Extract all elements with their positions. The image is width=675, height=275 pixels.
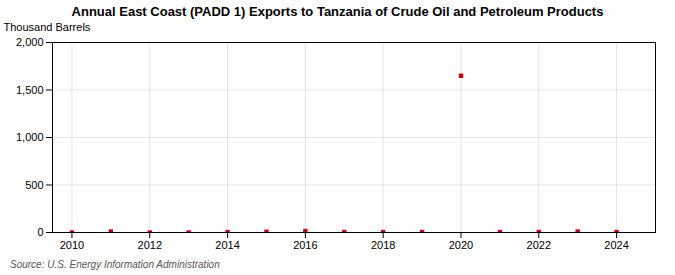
svg-text:0: 0 [37, 226, 43, 238]
html-text:Source: U.S. Energy Informatio: Source: U.S. Energy Information Administ… [10, 259, 220, 270]
svg-text:1,000: 1,000 [16, 131, 44, 143]
svg-text:2022: 2022 [527, 239, 551, 251]
svg-text:2012: 2012 [138, 239, 162, 251]
svg-text:2020: 2020 [449, 239, 473, 251]
svg-text:1,500: 1,500 [16, 84, 44, 96]
svg-text:2010: 2010 [60, 239, 84, 251]
svg-text:2,000: 2,000 [16, 36, 44, 48]
html-text:Annual East Coast (PADD 1) Exp: Annual East Coast (PADD 1) Exports to Ta… [71, 4, 604, 19]
svg-text:2018: 2018 [371, 239, 395, 251]
svg-text:500: 500 [25, 179, 43, 191]
svg-text:2014: 2014 [215, 239, 239, 251]
svg-text:2024: 2024 [604, 239, 628, 251]
svg-text:2016: 2016 [293, 239, 317, 251]
svg-text:Thousand Barrels: Thousand Barrels [4, 21, 91, 33]
